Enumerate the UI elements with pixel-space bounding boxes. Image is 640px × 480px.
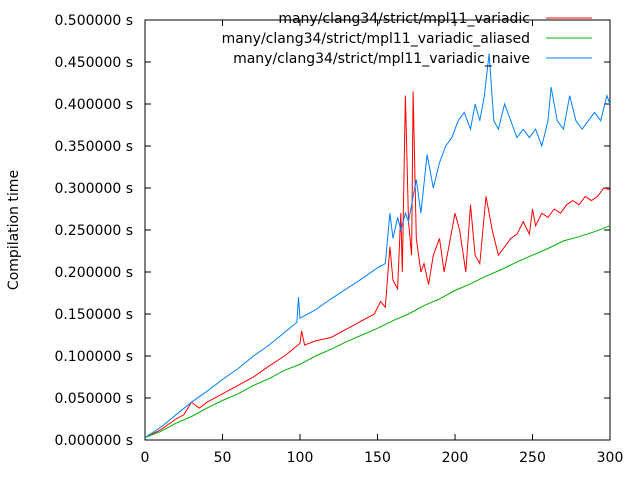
y-tick-label: 0.200000 s	[54, 265, 133, 281]
x-tick-label: 0	[141, 450, 150, 466]
legend-label-2: many/clang34/strict/mpl11_variadic_alias…	[222, 31, 530, 47]
x-tick-label: 300	[597, 450, 624, 466]
series-line-2	[144, 225, 611, 438]
y-tick-label: 0.250000 s	[54, 223, 133, 239]
y-tick-label: 0.500000 s	[54, 13, 133, 29]
y-tick-label: 0.000000 s	[54, 433, 133, 449]
y-tick-label: 0.100000 s	[54, 349, 133, 365]
y-tick-label: 0.450000 s	[54, 55, 133, 71]
x-tick-label: 250	[519, 450, 546, 466]
y-axis-ticks: 0.000000 s 0.050000 s 0.100000 s 0.150000 s…	[54, 13, 610, 449]
y-axis-label: Compilation time	[6, 170, 22, 290]
y-tick-label: 0.050000 s	[54, 391, 133, 407]
x-tick-label: 150	[364, 450, 391, 466]
x-tick-label: 100	[287, 450, 314, 466]
series-line-1	[144, 91, 611, 438]
y-tick-label: 0.300000 s	[54, 181, 133, 197]
series-line-3	[144, 53, 611, 438]
legend: many/clang34/strict/mpl11_variadic many/c…	[222, 11, 592, 67]
x-axis-ticks: 0 50 100 150 200 250 300	[141, 20, 624, 466]
x-tick-label: 200	[442, 450, 469, 466]
y-tick-label: 0.150000 s	[54, 307, 133, 323]
y-tick-label: 0.350000 s	[54, 139, 133, 155]
legend-label-1: many/clang34/strict/mpl11_variadic	[278, 11, 530, 27]
series-layer	[144, 53, 611, 438]
x-tick-label: 50	[214, 450, 232, 466]
y-tick-label: 0.400000 s	[54, 97, 133, 113]
plot-frame	[144, 19, 611, 441]
legend-label-3: many/clang34/strict/mpl11_variadic_naive	[233, 51, 530, 67]
